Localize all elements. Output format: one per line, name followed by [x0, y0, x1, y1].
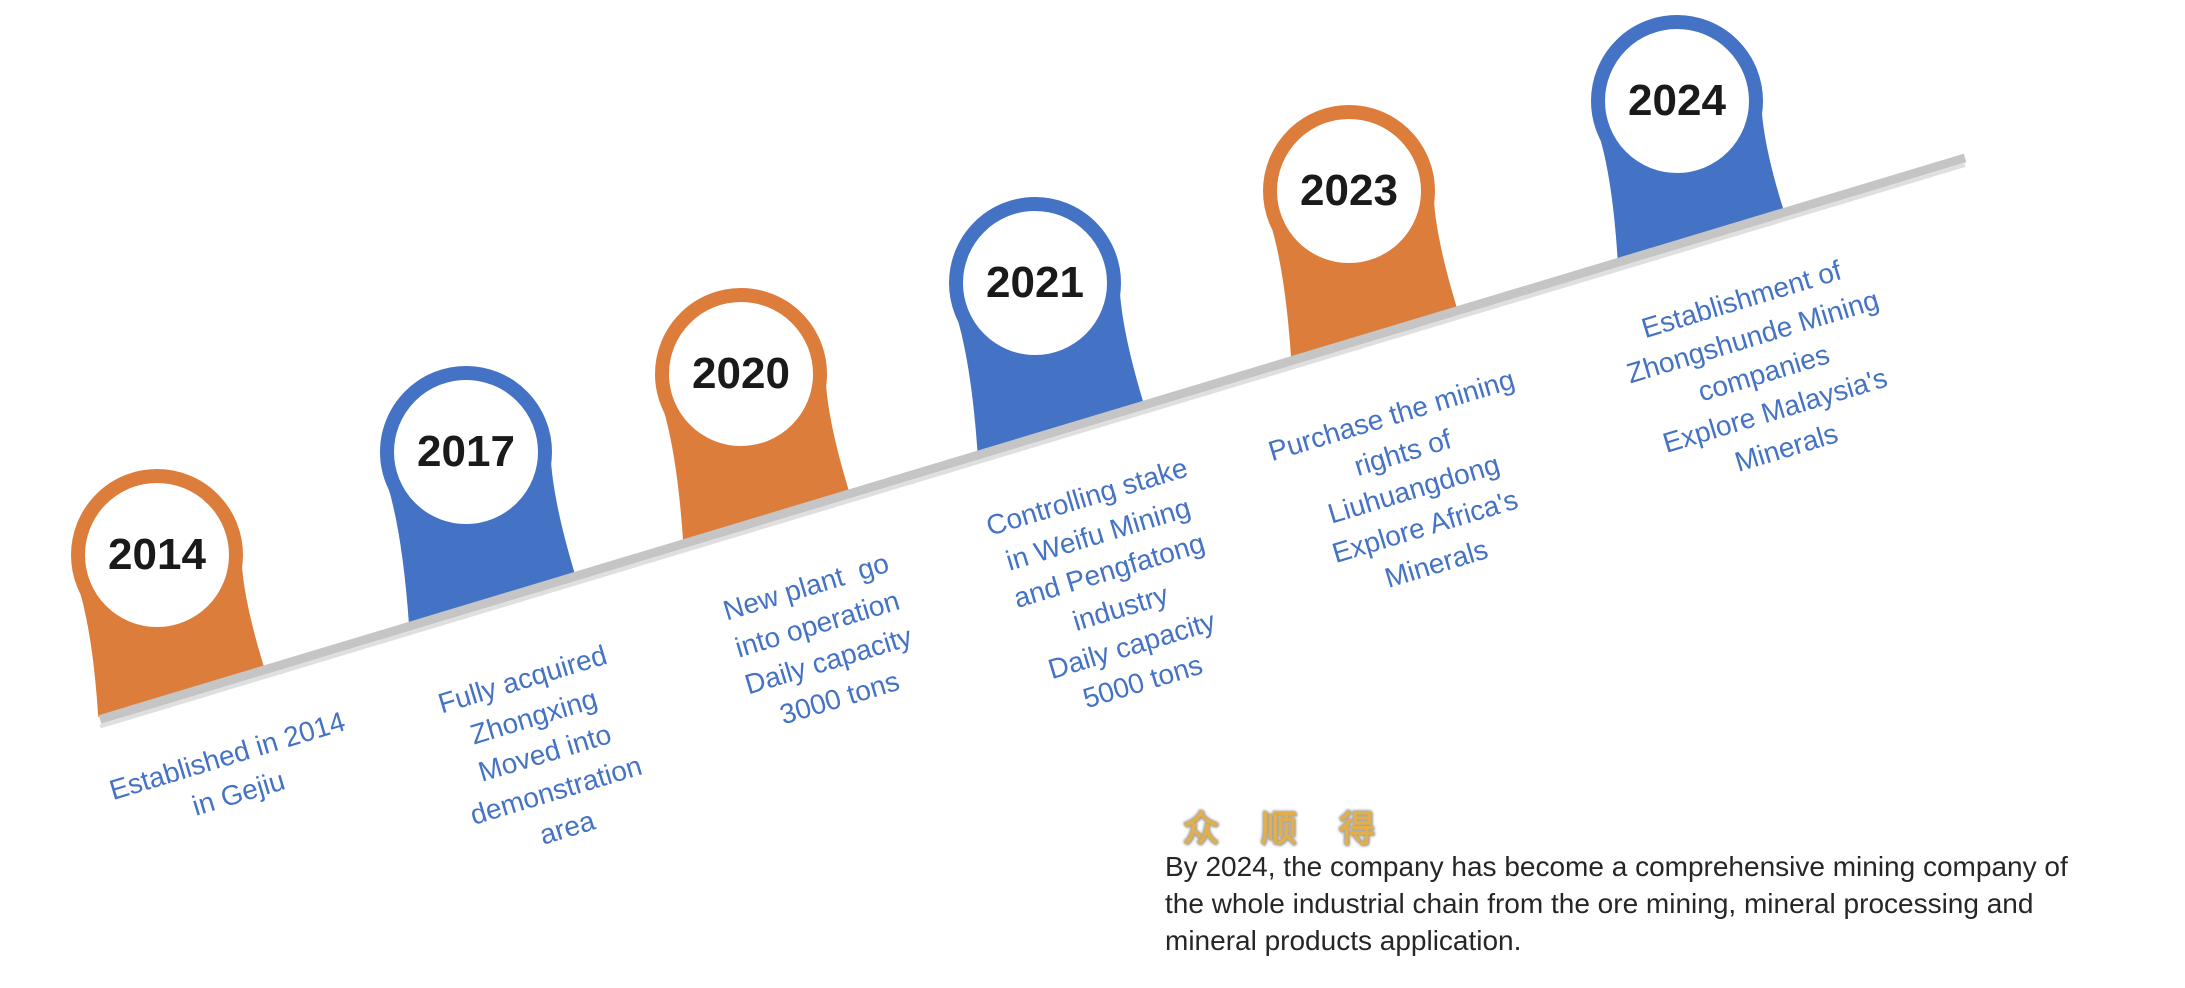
milestone-pins [72, 86, 1784, 718]
milestone-year-label: 2021 [986, 258, 1084, 307]
pin-ring-2017 [380, 366, 552, 538]
summary-line: mineral products application. [1165, 924, 1522, 956]
timeline-baseline-shadow [99, 163, 1966, 729]
milestone-year-label: 2014 [108, 530, 206, 579]
watermark-text: 众 顺 得 [1183, 808, 1392, 849]
milestone-year-label: 2017 [417, 427, 515, 476]
pin-ring-2021 [949, 197, 1121, 369]
summary-paragraph: By 2024, the company has become a compre… [1165, 849, 2068, 960]
pin-ring-2024 [1591, 15, 1763, 187]
pin-ring-2023 [1263, 105, 1435, 277]
milestone-year-label: 2023 [1300, 166, 1398, 215]
milestone-year-label: 2024 [1628, 76, 1726, 125]
timeline-baseline [98, 153, 1967, 724]
milestone-year-label: 2020 [692, 349, 790, 398]
pin-ring-2020 [655, 288, 827, 460]
summary-line: the whole industrial chain from the ore … [1165, 887, 2034, 919]
summary-line: By 2024, the company has become a compre… [1165, 851, 2068, 882]
pin-ring-2014 [71, 469, 243, 641]
